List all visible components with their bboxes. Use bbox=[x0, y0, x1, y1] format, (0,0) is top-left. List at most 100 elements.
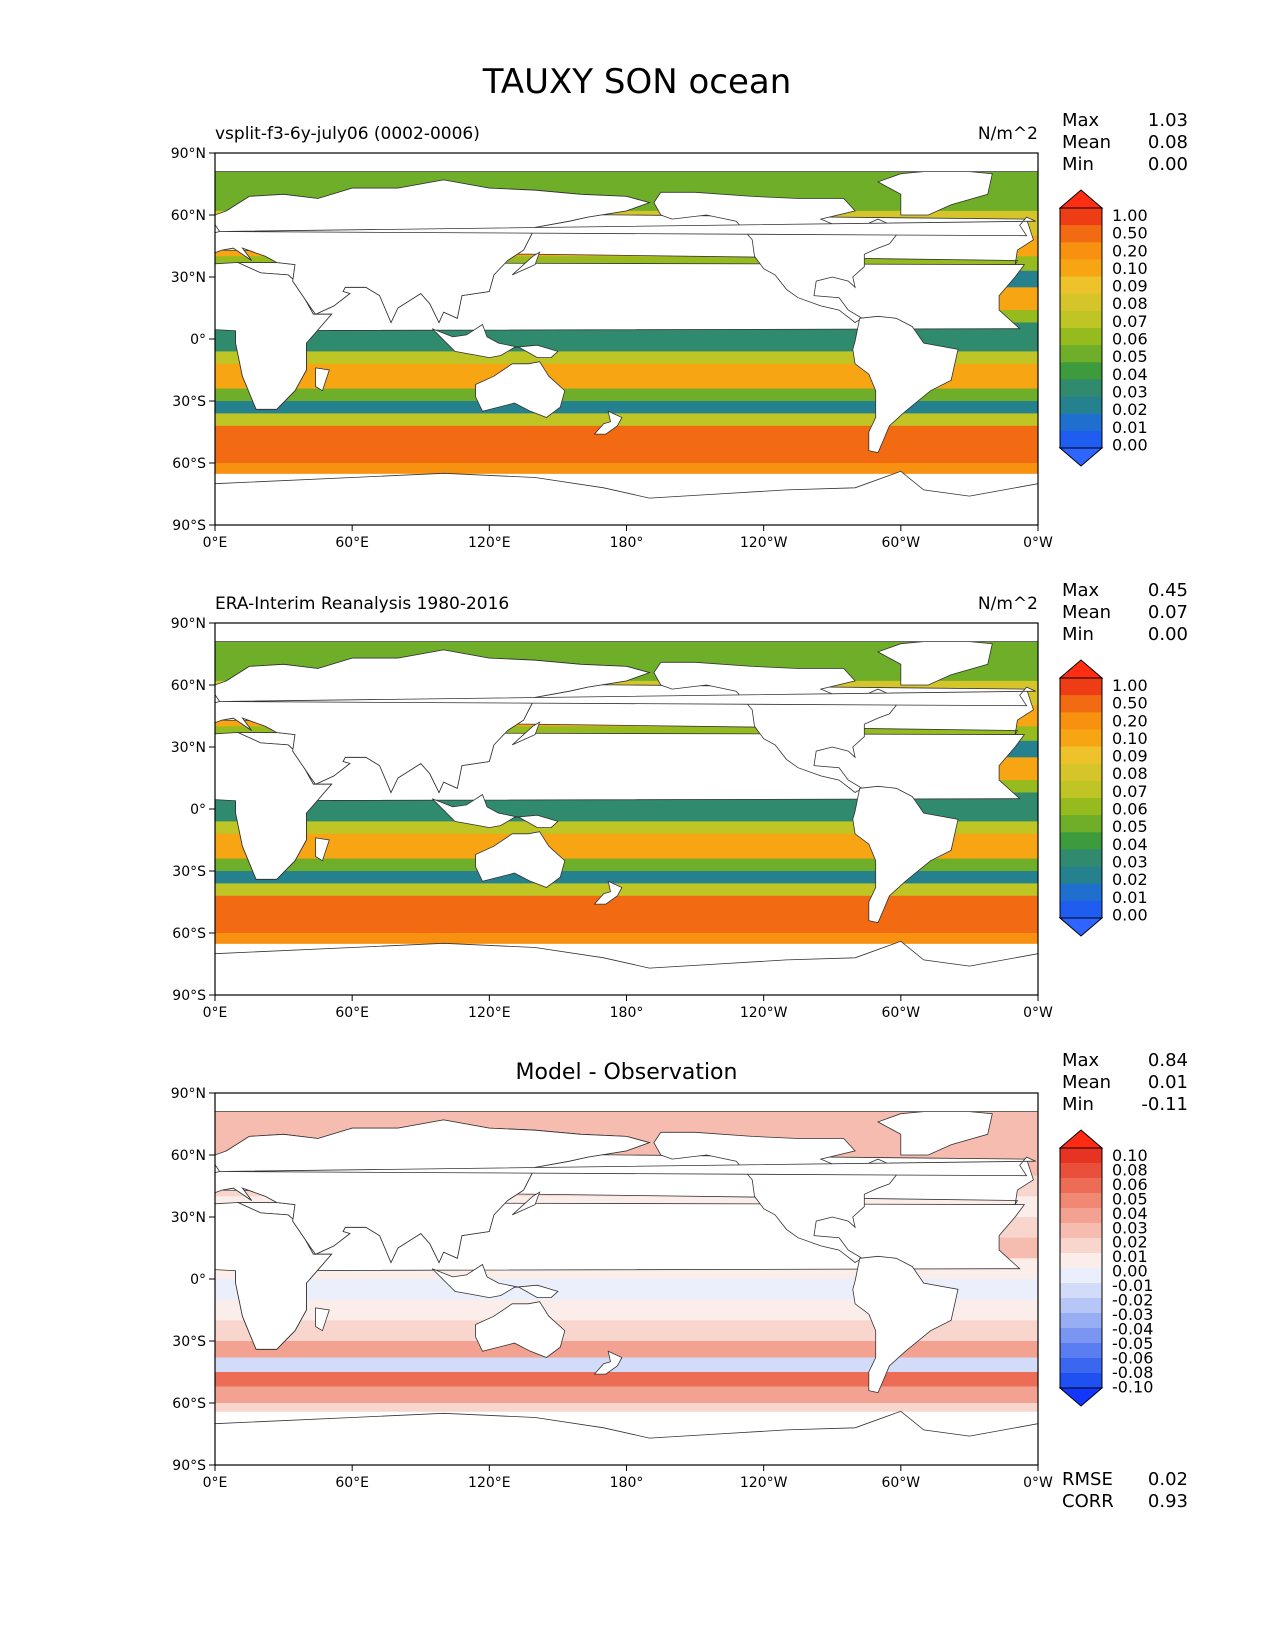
colorbar-label: 0.10 bbox=[1112, 259, 1148, 278]
colorbar-segment bbox=[1060, 1178, 1102, 1194]
lat-tick-label: 60°N bbox=[171, 678, 206, 694]
colorbar-segment bbox=[1060, 345, 1102, 363]
lon-tick-label: 60°E bbox=[335, 535, 369, 551]
field-obs bbox=[215, 623, 1038, 995]
lon-tick-label: 180° bbox=[610, 1005, 644, 1021]
colorbar-under-extend bbox=[1058, 1387, 1104, 1407]
colorbar-segment bbox=[1060, 832, 1102, 850]
colorbar-segment bbox=[1060, 259, 1102, 277]
lat-tick-label: 60°S bbox=[172, 456, 206, 472]
field-diff bbox=[215, 1093, 1038, 1465]
colorbar-label: 0.08 bbox=[1112, 294, 1148, 313]
stat-label: Max bbox=[1062, 1050, 1100, 1071]
field-band bbox=[215, 821, 1038, 835]
colorbar-label: 0.06 bbox=[1112, 1175, 1148, 1194]
colorbar-label: -0.01 bbox=[1112, 1276, 1153, 1295]
stat-value: 0.07 bbox=[1148, 602, 1188, 623]
stat-label: Max bbox=[1062, 110, 1100, 131]
field-band bbox=[215, 883, 1038, 897]
colorbar-frame bbox=[1059, 207, 1103, 449]
colorbar-label: 0.02 bbox=[1112, 870, 1148, 889]
colorbar-segment bbox=[1060, 379, 1102, 397]
colorbar-label: 0.05 bbox=[1112, 817, 1148, 836]
colorbar-label: 1.00 bbox=[1112, 206, 1148, 225]
colorbar-segment bbox=[1060, 1343, 1102, 1359]
panel-units: N/m^2 bbox=[978, 594, 1038, 614]
land-africa-wrap bbox=[215, 732, 333, 880]
colorbar-segment bbox=[1060, 1268, 1102, 1284]
land-europe_asia-wrap bbox=[215, 649, 651, 794]
land-uk bbox=[219, 1156, 1036, 1177]
stat-value: 0.00 bbox=[1148, 154, 1188, 175]
colorbar-label: 0.09 bbox=[1112, 747, 1148, 766]
field-band bbox=[215, 895, 1038, 934]
lat-tick-label: 60°S bbox=[172, 926, 206, 942]
colorbar-under-extend bbox=[1058, 447, 1104, 467]
land-indonesia bbox=[431, 793, 559, 829]
figure-title: TAUXY SON ocean bbox=[482, 62, 792, 102]
colorbar-segment bbox=[1060, 815, 1102, 833]
colorbar-label: 0.00 bbox=[1112, 1262, 1148, 1281]
stat-label: Min bbox=[1062, 1094, 1094, 1115]
lat-tick-label: 90°S bbox=[172, 988, 206, 1004]
land-namerica bbox=[653, 1131, 902, 1263]
land-australia bbox=[475, 1301, 566, 1358]
colorbar-label: 0.00 bbox=[1112, 905, 1148, 924]
lat-tick-label: 30°S bbox=[172, 864, 206, 880]
colorbar-segment bbox=[1060, 849, 1102, 867]
colorbar-segment bbox=[1060, 883, 1102, 902]
lat-tick-label: 60°N bbox=[171, 1148, 206, 1164]
colorbar-label: 0.01 bbox=[1112, 1247, 1148, 1266]
colorbar-label: 0.05 bbox=[1112, 1189, 1148, 1208]
lat-tick-label: 90°S bbox=[172, 518, 206, 534]
lon-tick-label: 0°W bbox=[1023, 1475, 1053, 1491]
colorbar-segment bbox=[1060, 1253, 1102, 1269]
field-band bbox=[215, 463, 1038, 474]
field-band bbox=[215, 351, 1038, 365]
lon-tick-label: 120°E bbox=[468, 1475, 511, 1491]
land-uk-wrap bbox=[215, 223, 221, 234]
stat-value: 1.03 bbox=[1148, 110, 1188, 131]
field-band bbox=[215, 1403, 1038, 1412]
panel-obs: 90°N 60°N 30°N 0° 30°S 60°S 90°S0°E 60°E 120°E 18… bbox=[171, 580, 1188, 1021]
colorbar-segment bbox=[1060, 780, 1102, 799]
lat-tick-label: 90°N bbox=[171, 1086, 206, 1102]
land-antarctica bbox=[215, 1410, 1038, 1465]
field-band bbox=[215, 1372, 1038, 1387]
land-arctic bbox=[215, 1093, 1038, 1112]
stat-label: Mean bbox=[1062, 602, 1111, 623]
lon-tick-label: 0°E bbox=[203, 1005, 228, 1021]
colorbar-label: 0.02 bbox=[1112, 400, 1148, 419]
stat-label: Mean bbox=[1062, 132, 1111, 153]
colorbar-under-extend bbox=[1058, 917, 1104, 937]
stat-label: Mean bbox=[1062, 1072, 1111, 1093]
land-japan bbox=[511, 721, 541, 746]
colorbar-over-extend bbox=[1058, 659, 1104, 679]
colorbar-label: 0.04 bbox=[1112, 835, 1148, 854]
colorbar-label: 0.06 bbox=[1112, 800, 1148, 819]
colorbar-segment bbox=[1060, 1193, 1102, 1209]
lat-tick-label: 60°S bbox=[172, 1396, 206, 1412]
field-band bbox=[215, 1279, 1038, 1301]
colorbar-label: 0.02 bbox=[1112, 1233, 1148, 1252]
lon-tick-label: 60°W bbox=[881, 535, 920, 551]
footer-stat-label: CORR bbox=[1062, 1491, 1114, 1512]
stat-label: Max bbox=[1062, 580, 1100, 601]
field-band bbox=[215, 425, 1038, 464]
colorbar-segment bbox=[1060, 1163, 1102, 1179]
field-model bbox=[215, 153, 1038, 525]
colorbar-segment bbox=[1060, 430, 1102, 449]
land-japan bbox=[511, 1191, 541, 1216]
field-band bbox=[215, 858, 1038, 872]
colorbar-segment bbox=[1060, 746, 1102, 765]
colorbar-label: 0.10 bbox=[1112, 1146, 1148, 1165]
colorbar-segment bbox=[1060, 242, 1102, 260]
colorbar-over-extend bbox=[1058, 189, 1104, 209]
colorbar-segment bbox=[1060, 1223, 1102, 1239]
colorbar-segment bbox=[1060, 1298, 1102, 1314]
panel-left-title: ERA-Interim Reanalysis 1980-2016 bbox=[215, 594, 509, 614]
lat-tick-label: 90°N bbox=[171, 146, 206, 162]
colorbar-frame bbox=[1059, 1147, 1103, 1389]
lat-tick-label: 30°N bbox=[171, 740, 206, 756]
colorbar-segment bbox=[1060, 396, 1102, 415]
